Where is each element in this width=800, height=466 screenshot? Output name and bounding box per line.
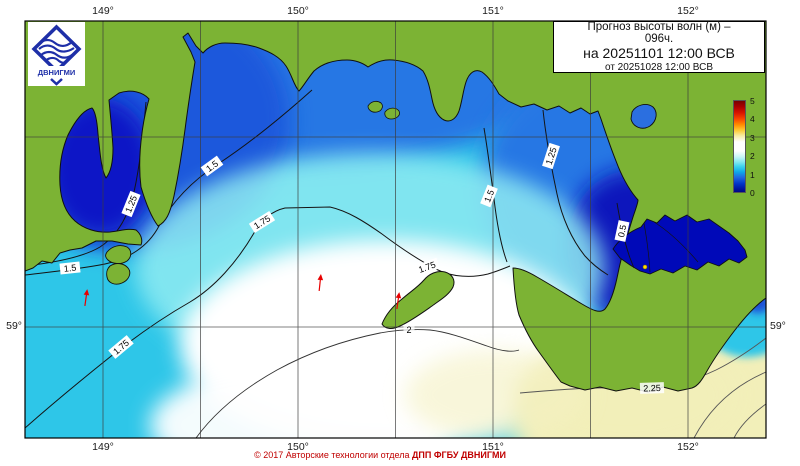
station-dot-icon xyxy=(642,264,648,270)
contour-line xyxy=(483,127,508,263)
contour-label: 1.5 xyxy=(59,261,81,275)
contour-label-text: 0.5 xyxy=(616,224,628,238)
forecast-valid-time: на 20251101 12:00 ВСВ xyxy=(583,45,735,62)
graticule-grid xyxy=(25,21,766,438)
island xyxy=(105,245,132,264)
dvnigmi-logo-icon: ДВНИГМИ xyxy=(31,24,82,86)
contour-label: 2.25 xyxy=(639,382,665,394)
contour-line xyxy=(643,222,651,273)
colorbar-tick: 3 xyxy=(750,133,755,143)
wave-direction-arrow-icon xyxy=(395,292,402,310)
copyright-org: ДПП ФГБУ ДВНИГМИ xyxy=(411,450,506,460)
island xyxy=(106,263,131,285)
islet xyxy=(384,107,400,120)
forecast-issue-time: от 20251028 12:00 ВСВ xyxy=(604,61,713,73)
copyright-text: © 2017 Авторские технологии отдела xyxy=(254,450,410,460)
contour-label-text: 2.25 xyxy=(643,383,661,394)
axis-tick-bottom: 152° xyxy=(677,441,699,453)
forecast-title: Прогноз высоты волн (м) – xyxy=(587,20,731,33)
contour-label: 0.5 xyxy=(614,220,630,242)
axis-tick-top: 149° xyxy=(92,5,114,17)
forecast-lead-hours: 096ч. xyxy=(644,33,674,46)
contour-line xyxy=(195,329,520,438)
contour-line xyxy=(693,371,766,438)
logo-text: ДВНИГМИ xyxy=(38,68,75,77)
contour-label: 1.25 xyxy=(542,142,560,170)
map-border xyxy=(24,20,767,439)
markers-layer xyxy=(83,264,648,310)
axis-tick-bottom: 150° xyxy=(287,441,309,453)
colorbar-tick: 4 xyxy=(750,114,755,124)
axis-tick-left: 59° xyxy=(6,320,22,332)
contour-label: 1.5 xyxy=(480,184,498,208)
inland-lake xyxy=(630,104,657,129)
inlet-water xyxy=(612,214,748,275)
axis-tick-right: 59° xyxy=(770,320,786,332)
contour-line xyxy=(653,221,699,263)
contour-line xyxy=(733,403,766,438)
axis-tick-top: 150° xyxy=(287,5,309,17)
copyright-line: © 2017 Авторские технологии отдела ДПП Ф… xyxy=(160,450,600,460)
colorbar-legend xyxy=(733,100,746,193)
contour-label-text: 1.5 xyxy=(63,263,76,274)
contour-label-text: 1.5 xyxy=(482,188,496,203)
contour-label: 2 xyxy=(403,324,415,336)
colorbar-tick: 0 xyxy=(750,188,755,198)
axis-tick-bottom: 149° xyxy=(92,441,114,453)
contour-label-text: 2 xyxy=(406,325,411,335)
peninsula xyxy=(381,271,455,329)
colorbar-tick: 2 xyxy=(750,151,755,161)
wave-direction-arrow-icon xyxy=(83,289,90,307)
colorbar-tick: 5 xyxy=(750,96,755,106)
forecast-title-box: Прогноз высоты волн (м) – 096ч. на 20251… xyxy=(553,21,765,73)
logo: ДВНИГМИ xyxy=(28,22,85,86)
axis-tick-top: 152° xyxy=(677,5,699,17)
islet xyxy=(367,100,383,113)
axis-tick-top: 151° xyxy=(482,5,504,17)
colorbar-tick: 1 xyxy=(750,170,755,180)
wave-direction-arrow-icon xyxy=(317,274,324,292)
axis-tick-bottom: 151° xyxy=(482,441,504,453)
